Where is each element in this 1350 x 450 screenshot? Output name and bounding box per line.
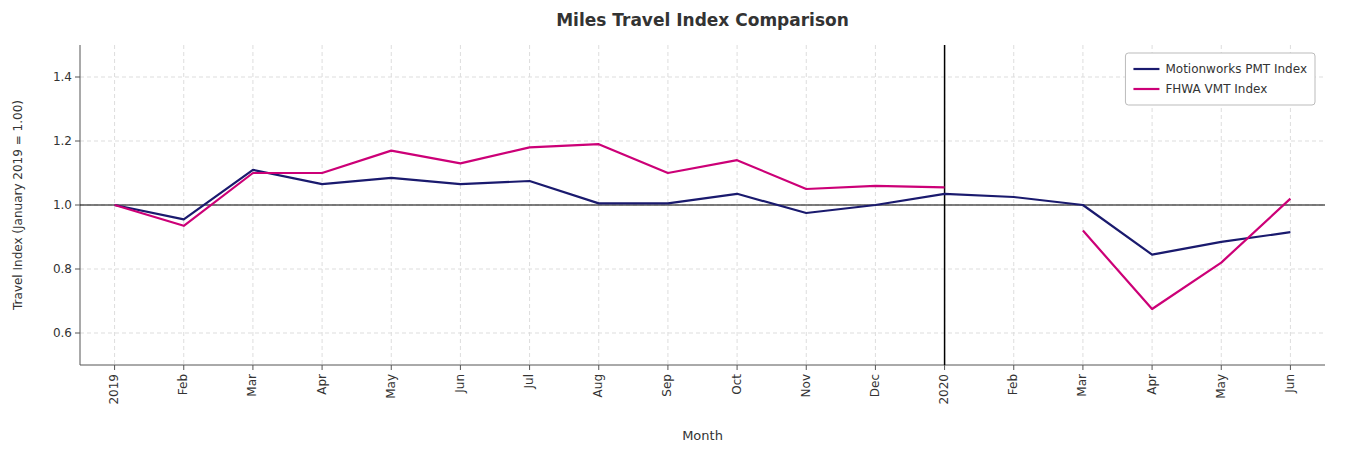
- x-tick: [322, 365, 323, 370]
- x-grid-line: [944, 45, 945, 365]
- x-tick: [1152, 365, 1153, 370]
- y-tick-label: 0.6: [53, 326, 72, 340]
- y-tick-label: 1.4: [53, 70, 72, 84]
- y-tick: [75, 141, 80, 142]
- x-tick: [460, 365, 461, 370]
- x-tick-label: 2019: [107, 374, 121, 405]
- x-tick-label: Mar: [245, 374, 259, 397]
- x-tick-label: Sep: [660, 374, 674, 397]
- legend-item: Motionworks PMT Index: [1133, 62, 1307, 76]
- x-tick-label: Mar: [1075, 374, 1089, 397]
- legend-label: Motionworks PMT Index: [1165, 62, 1307, 76]
- series-lines: [115, 144, 1291, 309]
- y-grid-line: [80, 141, 1325, 142]
- legend-box: [1125, 53, 1315, 105]
- y-grid-line: [80, 333, 1325, 334]
- y-tick-label: 1.0: [53, 198, 72, 212]
- x-axis-line: [80, 365, 1325, 366]
- x-tick: [114, 365, 115, 370]
- y-tick: [75, 77, 80, 78]
- x-tick-label: Apr: [1145, 374, 1159, 395]
- x-tick-label: Oct: [730, 374, 744, 395]
- x-tick: [737, 365, 738, 370]
- x-tick: [183, 365, 184, 370]
- legend-swatch: [1133, 88, 1159, 90]
- x-tick-label: Feb: [176, 374, 190, 395]
- series-line: [115, 170, 1291, 255]
- x-tick: [667, 365, 668, 370]
- chart: 0.6 0.8 1.0 1.2 1.4 2019 Feb Mar Apr May Jun Jul Aug…: [0, 0, 1350, 450]
- x-tick-label: Jun: [1283, 374, 1297, 394]
- y-tick-label: 1.2: [53, 134, 72, 148]
- legend-swatch: [1133, 68, 1159, 70]
- x-tick: [391, 365, 392, 370]
- x-tick: [529, 365, 530, 370]
- x-tick: [252, 365, 253, 370]
- y-axis-label: Travel Index (January 2019 = 1.00): [11, 100, 25, 311]
- x-tick: [944, 365, 945, 370]
- axes: 0.6 0.8 1.0 1.2 1.4 2019 Feb Mar Apr May Jun Jul Aug…: [53, 45, 1325, 405]
- x-tick-label: May: [1214, 374, 1228, 399]
- reference-hline: [80, 205, 1325, 206]
- y-tick: [75, 205, 80, 206]
- x-tick: [1013, 365, 1014, 370]
- x-tick-label: Jul: [522, 374, 536, 389]
- x-tick-label: Apr: [315, 374, 329, 395]
- y-tick: [75, 269, 80, 270]
- x-tick-label: May: [384, 374, 398, 399]
- title: Miles Travel Index Comparison: [556, 10, 849, 30]
- grid: [80, 45, 1325, 365]
- x-tick: [1290, 365, 1291, 370]
- x-tick: [1221, 365, 1222, 370]
- y-grid-line: [80, 269, 1325, 270]
- x-tick: [598, 365, 599, 370]
- legend-label: FHWA VMT Index: [1165, 82, 1267, 96]
- y-tick: [75, 333, 80, 334]
- legend-item: FHWA VMT Index: [1133, 82, 1267, 96]
- x-tick: [1082, 365, 1083, 370]
- y-tick-label: 0.8: [53, 262, 72, 276]
- x-tick-label: Nov: [799, 374, 813, 397]
- x-tick: [875, 365, 876, 370]
- x-tick-label: 2020: [937, 374, 951, 405]
- series-line: [115, 144, 1291, 309]
- x-tick-label: Jun: [453, 374, 467, 394]
- y-grid-line: [80, 205, 1325, 206]
- reference-lines: [80, 45, 1325, 365]
- reference-vline: [944, 45, 946, 365]
- x-tick-label: Feb: [1006, 374, 1020, 395]
- x-axis-label: Month: [682, 428, 723, 443]
- legend: Motionworks PMT Index FHWA VMT Index: [1125, 53, 1315, 105]
- chart-container: 0.6 0.8 1.0 1.2 1.4 2019 Feb Mar Apr May Jun Jul Aug…: [0, 0, 1350, 450]
- x-tick-label: Aug: [591, 374, 605, 397]
- x-tick-label: Dec: [868, 374, 882, 397]
- x-tick: [806, 365, 807, 370]
